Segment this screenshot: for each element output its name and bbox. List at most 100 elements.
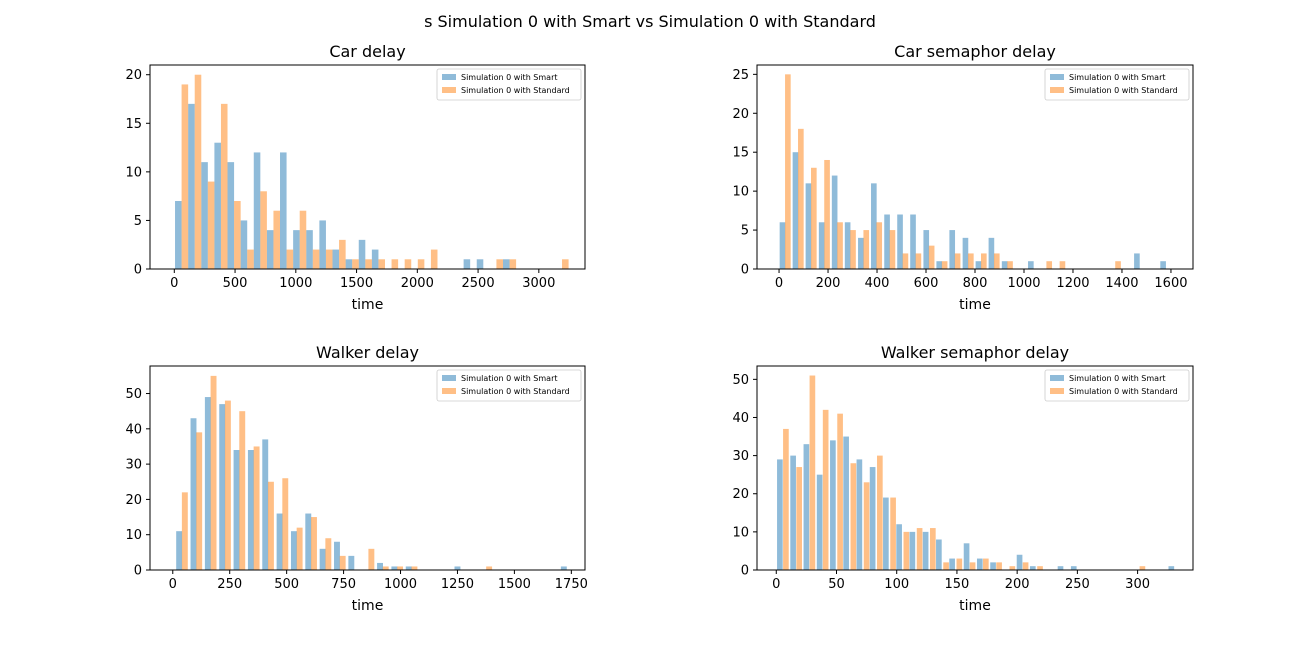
bar-standard xyxy=(273,210,281,269)
bar-smart xyxy=(463,259,471,269)
bar-standard xyxy=(969,562,976,570)
bar-standard xyxy=(915,253,922,269)
bar-standard xyxy=(837,413,843,570)
legend-label: Simulation 0 with Smart xyxy=(1069,73,1166,82)
bar-smart xyxy=(190,418,197,570)
x-tick-label: 1000 xyxy=(1007,276,1040,291)
bar-smart xyxy=(858,237,864,269)
chart-panel-walker-semaphor-delay: Walker semaphor delay time 0 50 100 150 200 2… xyxy=(732,343,1194,614)
bar-standard xyxy=(1037,566,1043,570)
bar-standard xyxy=(352,259,359,269)
bar-smart xyxy=(871,183,877,269)
x-tick-label: 600 xyxy=(914,276,939,291)
bar-standard xyxy=(282,478,289,570)
x-tick-label: 1500 xyxy=(340,276,373,291)
x-tick-label: 200 xyxy=(1005,577,1030,592)
bar-standard xyxy=(876,222,883,269)
bar-smart xyxy=(262,439,269,570)
plot-frame xyxy=(149,64,586,270)
bar-smart xyxy=(976,558,983,570)
legend-swatch xyxy=(442,388,456,394)
bar-smart xyxy=(502,259,510,269)
bar-standard xyxy=(296,527,303,570)
x-tick-label: 50 xyxy=(828,577,845,592)
bar-standard xyxy=(312,249,320,269)
bar-standard xyxy=(382,566,389,570)
bar-smart xyxy=(334,541,340,570)
y-tick-label: 30 xyxy=(732,449,749,464)
y-tick-label: 0 xyxy=(134,564,142,579)
bar-smart xyxy=(963,543,970,570)
bar-smart xyxy=(377,562,383,570)
chart-title: Walker semaphor delay xyxy=(881,343,1069,362)
x-tick-label: 100 xyxy=(884,577,909,592)
x-tick-label: 1750 xyxy=(555,577,588,592)
legend-swatch xyxy=(442,375,456,381)
bar-smart xyxy=(371,249,379,269)
y-tick-label: 0 xyxy=(134,263,142,278)
y-tick-label: 40 xyxy=(732,411,749,426)
bar-smart xyxy=(844,222,851,269)
bar-smart xyxy=(319,220,326,269)
bar-smart xyxy=(805,183,812,269)
bar-standard xyxy=(397,566,404,570)
legend-swatch xyxy=(1050,375,1064,381)
bar-standard xyxy=(822,409,829,570)
legend-label: Simulation 0 with Smart xyxy=(461,374,558,383)
x-tick-label: 1500 xyxy=(498,577,531,592)
y-tick-label: 10 xyxy=(732,525,749,540)
y-tick-label: 20 xyxy=(732,487,749,502)
legend-label: Simulation 0 with Standard xyxy=(1069,387,1178,396)
bar-smart xyxy=(936,539,942,570)
bar-standard xyxy=(234,201,241,269)
bar-smart xyxy=(962,237,969,269)
bar-standard xyxy=(417,259,425,269)
legend-box xyxy=(1044,68,1190,101)
bar-smart xyxy=(909,531,916,570)
bar-smart xyxy=(990,562,996,570)
bar-standard xyxy=(850,463,857,570)
bar-standard xyxy=(368,548,375,570)
bar-standard xyxy=(809,375,816,570)
bar-standard xyxy=(224,400,231,570)
y-tick-label: 0 xyxy=(741,263,749,278)
bar-standard xyxy=(496,259,503,269)
x-tick-label: 1600 xyxy=(1154,276,1187,291)
bar-standard xyxy=(299,210,307,269)
bar-standard xyxy=(239,411,246,570)
bar-standard xyxy=(311,517,317,570)
bar-smart xyxy=(358,239,366,269)
legend: Simulation 0 with Smart Simulation 0 with… xyxy=(1044,68,1190,101)
y-tick-label: 10 xyxy=(125,165,142,180)
x-tick-label: 250 xyxy=(217,577,242,592)
bar-smart xyxy=(476,259,484,269)
bar-smart xyxy=(204,397,211,570)
x-tick-label: 500 xyxy=(223,276,248,291)
chart-panel-car-semaphor-delay: Car semaphor delay time 0 200 400 600 800 100… xyxy=(732,42,1194,313)
bar-smart xyxy=(830,440,836,570)
x-tick-label: 2500 xyxy=(462,276,495,291)
bar-smart xyxy=(1057,566,1064,570)
x-tick-label: 3000 xyxy=(522,276,555,291)
bar-standard xyxy=(486,566,493,570)
bar-standard xyxy=(210,375,217,570)
bar-smart xyxy=(276,513,283,570)
x-axis-label: time xyxy=(352,598,384,614)
bar-smart xyxy=(332,249,340,269)
y-tick-label: 5 xyxy=(741,224,749,239)
bar-smart xyxy=(175,201,182,269)
bar-smart xyxy=(306,230,313,269)
y-tick-label: 50 xyxy=(732,373,749,388)
bar-standard xyxy=(785,74,791,269)
chart-title: Walker delay xyxy=(316,343,419,362)
x-tick-label: 0 xyxy=(775,276,783,291)
x-tick-label: 1000 xyxy=(279,276,312,291)
bar-smart xyxy=(290,531,297,570)
y-tick-label: 10 xyxy=(732,185,749,200)
bar-standard xyxy=(863,230,870,269)
bar-smart xyxy=(975,261,982,269)
bar-smart xyxy=(1134,253,1140,269)
bar-standard xyxy=(993,253,1000,269)
bar-smart xyxy=(253,152,261,269)
bar-standard xyxy=(824,159,830,269)
